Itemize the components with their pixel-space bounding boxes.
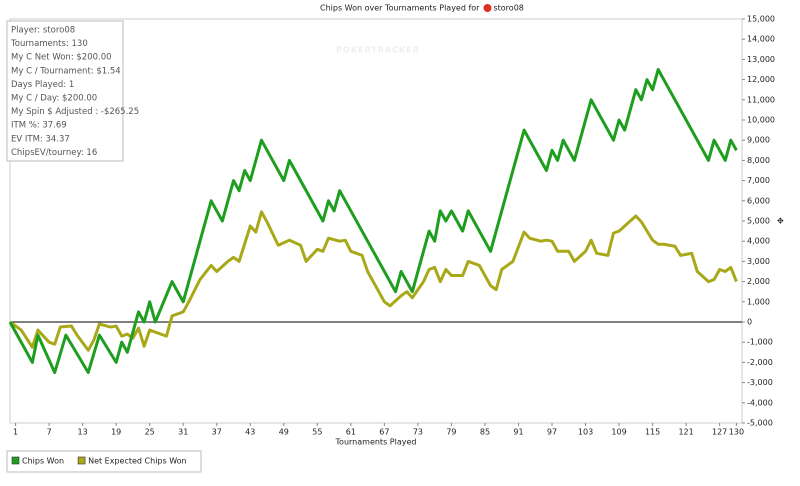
x-tick-label: 109 [611, 428, 626, 437]
side-icon: ✥ [777, 217, 784, 226]
info-line: Player: storo08 [11, 26, 75, 36]
y-tick-label: -3,000 [747, 378, 773, 387]
info-line: Tournaments: 130 [10, 39, 88, 49]
x-tick-label: 25 [145, 428, 155, 437]
info-line: EV ITM: 34.37 [11, 134, 70, 144]
x-tick-label: 61 [346, 428, 356, 437]
legend-label: Net Expected Chips Won [88, 457, 187, 466]
x-tick-label: 7 [47, 428, 52, 437]
y-tick-label: 3,000 [747, 257, 770, 266]
x-tick-label: 37 [212, 428, 222, 437]
x-tick-label: 85 [480, 428, 490, 437]
x-tick-label: 67 [379, 428, 389, 437]
series-line [8, 68, 738, 374]
y-tick-label: 13,000 [747, 55, 775, 64]
x-tick-label: 79 [446, 428, 456, 437]
y-tick-label: 11,000 [747, 95, 775, 104]
player-icon [483, 4, 492, 12]
y-tick-label: -4,000 [747, 398, 773, 407]
x-tick-label: 13 [78, 428, 88, 437]
watermark: POKERTRACKER [336, 46, 420, 55]
legend-swatch [11, 456, 20, 465]
chart-subject: storo08 [493, 4, 523, 13]
x-tick-label: 31 [178, 428, 188, 437]
chart-title: Chips Won over Tournaments Played for [320, 4, 480, 13]
y-tick-label: 6,000 [747, 196, 770, 205]
info-line: My C / Day: $200.00 [11, 94, 97, 104]
y-tick-label: 7,000 [747, 176, 770, 185]
y-tick-label: 14,000 [747, 35, 775, 44]
y-tick-label: -2,000 [747, 358, 773, 367]
y-tick-label: 8,000 [747, 156, 770, 165]
x-tick-label: 1 [13, 428, 18, 437]
plot-area [9, 18, 743, 424]
x-tick-label: 130 [729, 428, 744, 437]
info-line: Days Played: 1 [11, 80, 74, 90]
y-tick-label: -1,000 [747, 338, 773, 347]
x-tick-label: 121 [678, 428, 693, 437]
y-tick-label: 2,000 [747, 277, 770, 286]
x-tick-label: 43 [245, 428, 255, 437]
y-tick-label: 1,000 [747, 297, 770, 306]
y-tick-label: -5,000 [747, 419, 773, 428]
y-tick-label: 5,000 [747, 217, 770, 226]
y-tick-label: 10,000 [747, 116, 775, 125]
legend [6, 450, 202, 473]
info-line: ChipsEV/tourney: 16 [11, 148, 97, 158]
legend-swatch [77, 456, 86, 465]
info-line: My C Net Won: $200.00 [11, 53, 112, 63]
x-axis-label: Tournaments Played [335, 438, 417, 447]
x-tick-label: 97 [547, 428, 557, 437]
y-tick-label: 15,000 [747, 15, 775, 24]
x-tick-label: 49 [279, 428, 289, 437]
y-tick-label: 12,000 [747, 75, 775, 84]
x-tick-label: 55 [312, 428, 322, 437]
x-tick-label: 91 [513, 428, 523, 437]
legend-label: Chips Won [22, 457, 64, 466]
x-tick-label: 19 [111, 428, 121, 437]
y-tick-label: 4,000 [747, 237, 770, 246]
info-line: ITM %: 37.69 [11, 121, 67, 131]
x-tick-label: 115 [645, 428, 660, 437]
info-box-frame [6, 20, 124, 162]
info-line: My Spin $ Adjusted : -$265.25 [11, 107, 139, 117]
info-line: My C / Tournament: $1.54 [11, 66, 121, 76]
y-tick-label: 0 [747, 318, 752, 327]
x-tick-label: 73 [413, 428, 423, 437]
x-tick-label: 127 [712, 428, 727, 437]
x-tick-label: 103 [578, 428, 593, 437]
y-tick-label: 9,000 [747, 136, 770, 145]
info-box: Player: storo08 Tournaments: 130 My C Net … [6, 20, 139, 162]
